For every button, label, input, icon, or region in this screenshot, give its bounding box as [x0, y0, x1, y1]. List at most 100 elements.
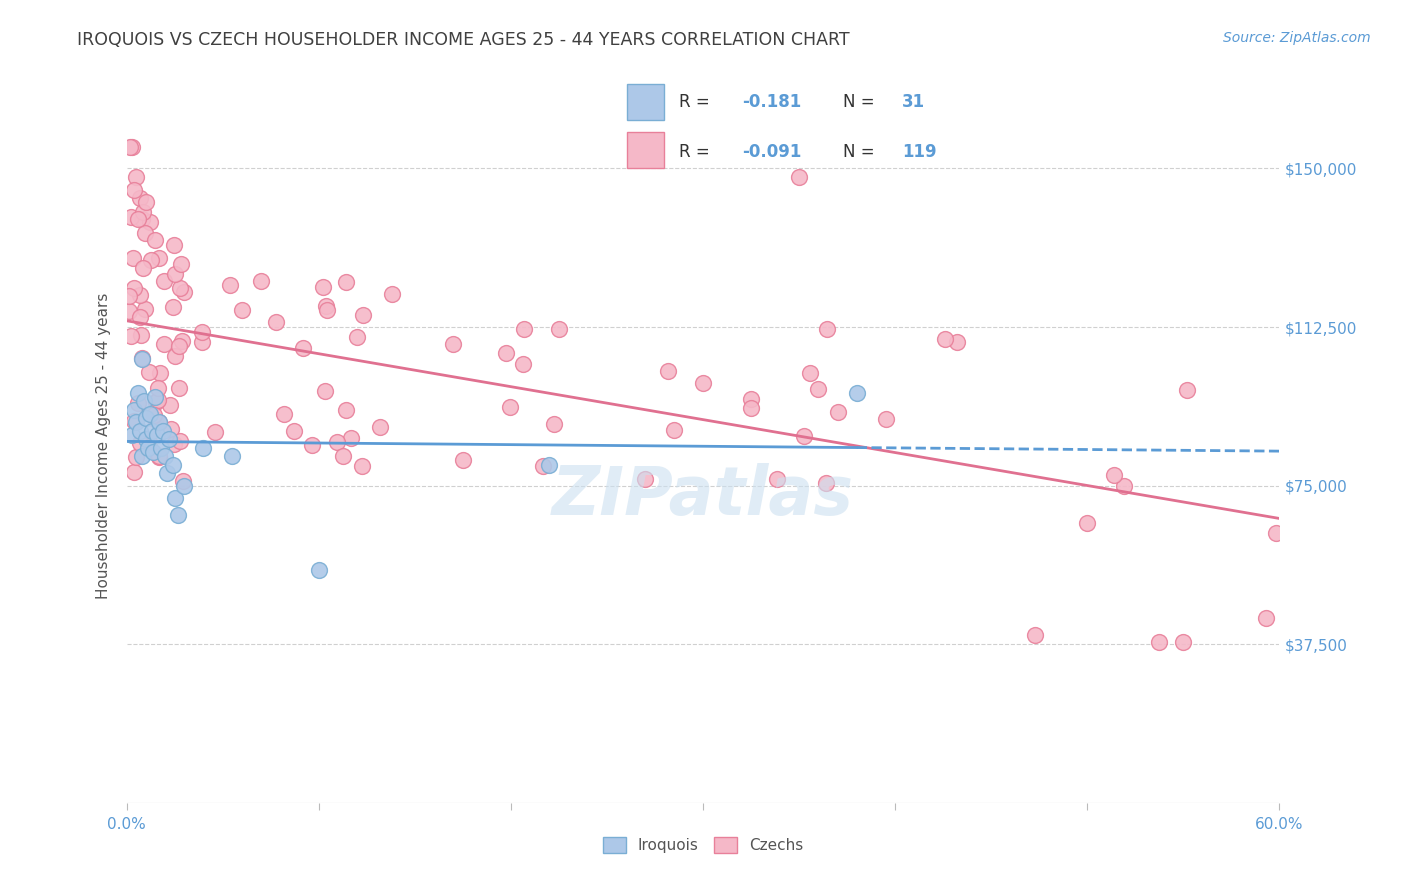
Point	[352, 308, 374, 322]
Point	[169, 281, 191, 295]
Point	[131, 351, 153, 366]
Point	[934, 332, 956, 346]
Point	[163, 436, 186, 450]
Bar	[627, 84, 664, 120]
Point	[191, 326, 214, 340]
Point	[273, 407, 295, 421]
Text: IROQUOIS VS CZECH HOUSEHOLDER INCOME AGES 25 - 44 YEARS CORRELATION CHART: IROQUOIS VS CZECH HOUSEHOLDER INCOME AGE…	[77, 31, 851, 49]
Point	[129, 424, 152, 438]
Point	[814, 476, 837, 491]
Point	[301, 437, 323, 451]
Point	[132, 394, 155, 409]
Point	[315, 299, 337, 313]
Point	[368, 420, 391, 434]
Text: -0.181: -0.181	[742, 94, 801, 112]
Point	[142, 445, 165, 459]
Point	[792, 429, 814, 443]
Point	[827, 405, 849, 419]
Y-axis label: Householder Income Ages 25 - 44 years: Householder Income Ages 25 - 44 years	[96, 293, 111, 599]
Point	[346, 330, 368, 344]
Bar	[627, 132, 664, 168]
Point	[121, 428, 143, 442]
Point	[128, 436, 150, 450]
Point	[1175, 383, 1198, 397]
Point	[122, 280, 145, 294]
Point	[657, 364, 679, 378]
Point	[163, 238, 186, 252]
Point	[163, 267, 186, 281]
Point	[167, 381, 190, 395]
Point	[159, 398, 181, 412]
Point	[531, 459, 554, 474]
Point	[845, 385, 868, 400]
Point	[131, 212, 153, 227]
Point	[335, 402, 357, 417]
Point	[120, 211, 142, 225]
Point	[148, 252, 170, 266]
Text: 119: 119	[903, 143, 936, 161]
Point	[662, 423, 685, 437]
Point	[548, 321, 571, 335]
Point	[193, 441, 215, 455]
Point	[149, 366, 172, 380]
Point	[381, 287, 404, 301]
Point	[129, 310, 152, 324]
Point	[266, 315, 288, 329]
Point	[332, 449, 354, 463]
Point	[204, 425, 226, 439]
Point	[135, 195, 157, 210]
Point	[634, 471, 657, 485]
Text: R =: R =	[679, 94, 714, 112]
Point	[765, 472, 787, 486]
Point	[118, 303, 141, 318]
Point	[231, 303, 253, 318]
Point	[131, 351, 153, 365]
Point	[169, 434, 191, 448]
Point	[127, 212, 149, 227]
Point	[129, 288, 152, 302]
Point	[513, 322, 536, 336]
Point	[875, 412, 897, 426]
Point	[121, 252, 143, 266]
Point	[148, 415, 170, 429]
Point	[136, 441, 159, 455]
Point	[146, 428, 169, 442]
Point	[692, 376, 714, 390]
Point	[740, 401, 762, 415]
Point	[145, 395, 167, 409]
Point	[173, 285, 195, 299]
Point	[148, 450, 170, 465]
Point	[1076, 516, 1098, 531]
Legend: Iroquois, Czechs: Iroquois, Czechs	[596, 831, 810, 859]
Point	[543, 417, 565, 432]
Point	[312, 279, 335, 293]
Point	[163, 350, 186, 364]
Point	[162, 458, 184, 472]
Point	[139, 215, 162, 229]
Point	[129, 191, 152, 205]
Text: R =: R =	[679, 143, 714, 161]
Point	[131, 449, 153, 463]
Point	[170, 257, 193, 271]
Point	[352, 458, 374, 473]
Point	[127, 385, 149, 400]
Point	[157, 432, 180, 446]
Point	[145, 233, 166, 247]
Point	[172, 475, 194, 489]
Point	[169, 339, 191, 353]
Point	[162, 301, 184, 315]
Point	[125, 169, 148, 184]
Point	[145, 390, 166, 404]
Point	[138, 434, 160, 449]
Point	[325, 435, 347, 450]
Point	[153, 274, 176, 288]
Point	[292, 341, 315, 355]
Point	[1104, 467, 1126, 482]
Point	[122, 465, 145, 479]
Point	[148, 450, 170, 464]
Point	[167, 508, 190, 523]
Point	[495, 346, 517, 360]
Point	[172, 334, 194, 348]
Point	[1254, 611, 1277, 625]
Point	[945, 335, 967, 350]
